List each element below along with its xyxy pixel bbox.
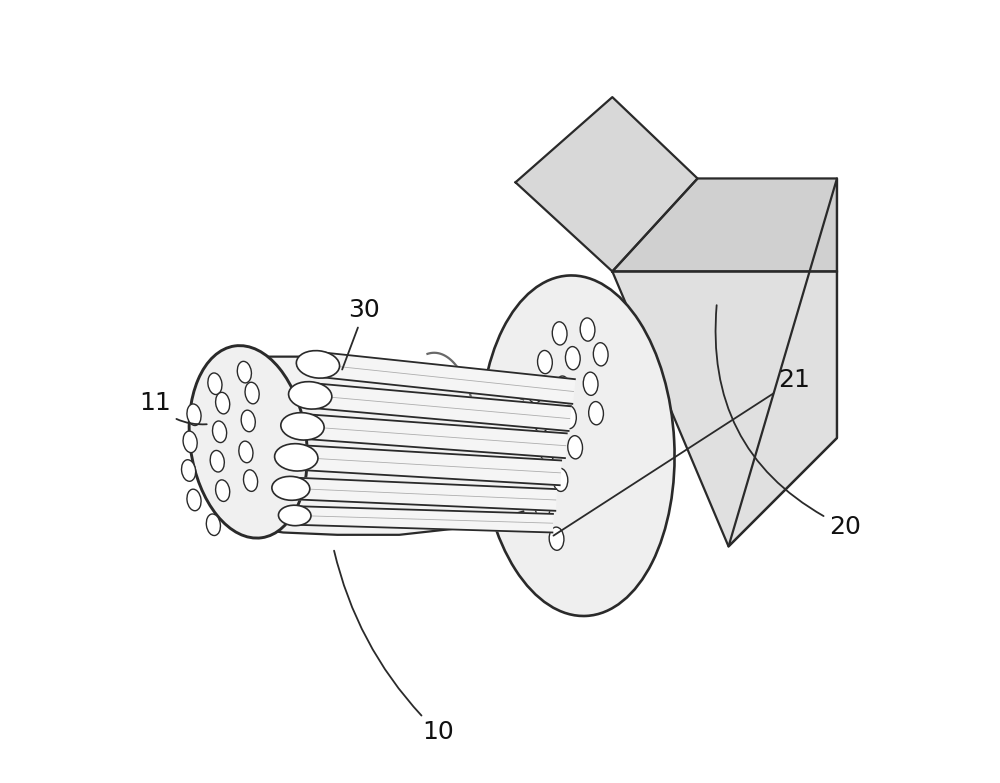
Ellipse shape: [210, 450, 224, 472]
Polygon shape: [248, 356, 523, 535]
Ellipse shape: [189, 345, 307, 538]
Ellipse shape: [187, 489, 201, 511]
Ellipse shape: [183, 431, 197, 453]
Ellipse shape: [206, 514, 220, 536]
Ellipse shape: [589, 402, 603, 425]
Polygon shape: [612, 272, 837, 547]
Text: 21: 21: [553, 368, 810, 536]
Text: 20: 20: [716, 305, 861, 539]
Polygon shape: [290, 478, 556, 511]
Ellipse shape: [216, 480, 230, 501]
Text: 10: 10: [334, 550, 454, 745]
Polygon shape: [302, 414, 567, 458]
Polygon shape: [317, 352, 575, 404]
Ellipse shape: [241, 410, 255, 431]
Polygon shape: [515, 97, 698, 272]
Ellipse shape: [552, 322, 567, 345]
Ellipse shape: [555, 376, 570, 399]
Ellipse shape: [593, 343, 608, 366]
Polygon shape: [309, 383, 571, 431]
Ellipse shape: [272, 476, 310, 500]
Ellipse shape: [245, 382, 259, 404]
Ellipse shape: [289, 381, 332, 409]
Ellipse shape: [583, 372, 598, 395]
Text: 11: 11: [139, 392, 207, 424]
Ellipse shape: [527, 380, 542, 403]
Ellipse shape: [580, 318, 595, 341]
Ellipse shape: [243, 470, 258, 492]
Ellipse shape: [549, 527, 564, 550]
Ellipse shape: [239, 441, 253, 463]
Ellipse shape: [540, 438, 555, 462]
Polygon shape: [729, 179, 837, 547]
Polygon shape: [612, 179, 837, 272]
Ellipse shape: [568, 435, 583, 459]
Ellipse shape: [216, 392, 230, 414]
Ellipse shape: [281, 413, 324, 440]
Ellipse shape: [553, 468, 568, 492]
Ellipse shape: [534, 410, 548, 432]
Ellipse shape: [565, 347, 580, 370]
Ellipse shape: [275, 444, 318, 471]
Ellipse shape: [213, 421, 227, 442]
Polygon shape: [296, 445, 561, 485]
Ellipse shape: [562, 406, 576, 428]
Ellipse shape: [237, 361, 251, 383]
Ellipse shape: [187, 404, 201, 425]
Ellipse shape: [538, 351, 552, 373]
Text: 30: 30: [342, 298, 380, 370]
Ellipse shape: [480, 276, 675, 616]
Polygon shape: [294, 506, 553, 532]
Ellipse shape: [208, 373, 222, 395]
Ellipse shape: [296, 351, 340, 378]
Ellipse shape: [278, 505, 311, 525]
Ellipse shape: [535, 496, 550, 519]
Ellipse shape: [182, 460, 196, 482]
